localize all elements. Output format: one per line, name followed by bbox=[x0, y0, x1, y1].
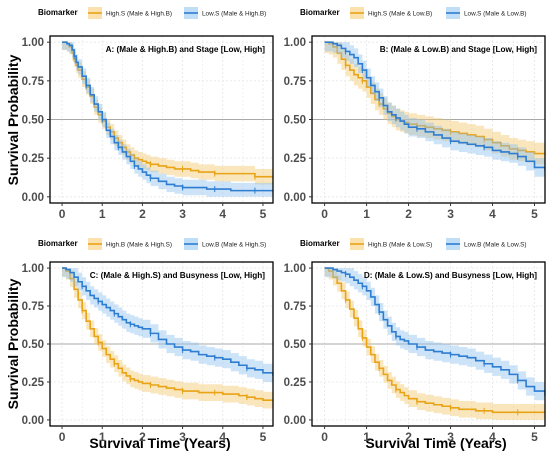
panel-2: C: (Male & High.S) and Busyness [Low, Hi… bbox=[22, 238, 274, 444]
y-tick-label: 0.25 bbox=[22, 377, 45, 389]
series-group bbox=[324, 267, 545, 420]
y-tick-label: 1.00 bbox=[22, 263, 44, 275]
y-tick-label: 1.00 bbox=[284, 263, 306, 275]
x-tick-label: 4 bbox=[219, 430, 226, 444]
x-tick-label: 3 bbox=[447, 430, 454, 444]
x-tick-label: 1 bbox=[363, 430, 370, 444]
panel-1: B: (Male & Low.B) and Stage [Low, High] 0… bbox=[284, 7, 546, 221]
survival-curve-blue bbox=[324, 41, 545, 171]
confidence-band-orange bbox=[62, 268, 273, 409]
confidence-band-orange bbox=[324, 268, 545, 420]
x-tick-label: 0 bbox=[321, 430, 328, 444]
confidence-band-orange bbox=[62, 42, 273, 185]
y-tick-label: 0.50 bbox=[22, 115, 44, 127]
x-tick-label: 2 bbox=[139, 207, 146, 221]
confidence-band-blue bbox=[62, 268, 273, 385]
panel-title: C: (Male & High.S) and Busyness [Low, Hi… bbox=[90, 271, 266, 280]
y-tick-label: 0.50 bbox=[22, 339, 44, 351]
series-group bbox=[324, 41, 545, 180]
survival-curve-blue bbox=[324, 267, 545, 396]
panel-3: D: (Male & Low.S) and Busyness [Low, Hig… bbox=[284, 238, 546, 444]
x-tick-label: 3 bbox=[179, 430, 186, 444]
x-tick-label: 1 bbox=[99, 207, 106, 221]
panels: A: (Male & High.B) and Stage [Low, High]… bbox=[22, 7, 546, 444]
y-axis-title-bottom: Survival Probability bbox=[5, 278, 21, 409]
confidence-band-blue bbox=[324, 42, 545, 180]
y-tick-label: 0.00 bbox=[22, 415, 44, 427]
x-tick-label: 3 bbox=[179, 207, 186, 221]
legend-title: Biomarker bbox=[300, 8, 340, 17]
y-tick-label: 0.50 bbox=[284, 339, 306, 351]
series-group bbox=[62, 267, 273, 409]
legend: Biomarker High.S (Male & Low.B) Low.S (Mal… bbox=[300, 7, 527, 19]
panel-title: A: (Male & High.B) and Stage [Low, High] bbox=[106, 45, 266, 54]
x-tick-label: 0 bbox=[321, 207, 328, 221]
y-tick-label: 0.25 bbox=[284, 377, 307, 389]
legend-item-label: High.S (Male & High.B) bbox=[106, 11, 172, 18]
legend-item-label: Low.S (Male & High.B) bbox=[202, 11, 266, 18]
y-tick-label: 0.25 bbox=[22, 153, 45, 165]
legend: Biomarker High.B (Male & Low.S) Low.B (Mal… bbox=[300, 238, 527, 250]
series-group bbox=[62, 41, 273, 197]
y-tick-label: 0.75 bbox=[284, 76, 307, 88]
legend-title: Biomarker bbox=[300, 239, 340, 248]
legend: Biomarker High.B (Male & High.S) Low.B (Ma… bbox=[38, 238, 266, 250]
x-tick-label: 5 bbox=[260, 207, 267, 221]
survival-curve-orange bbox=[324, 267, 545, 414]
legend: Biomarker High.S (Male & High.B) Low.S (Ma… bbox=[38, 7, 266, 19]
legend-item-label: Low.S (Male & Low.B) bbox=[464, 11, 527, 18]
y-tick-label: 0.00 bbox=[22, 192, 44, 204]
survival-curve-blue bbox=[62, 41, 273, 192]
y-tick-label: 1.00 bbox=[22, 37, 44, 49]
y-tick-label: 0.75 bbox=[284, 301, 307, 313]
x-axis-title-right: Survival Time (Years) bbox=[365, 435, 506, 451]
x-tick-label: 2 bbox=[405, 207, 412, 221]
x-tick-label: 5 bbox=[260, 430, 267, 444]
y-tick-label: 0.50 bbox=[284, 115, 306, 127]
y-tick-label: 0.00 bbox=[284, 415, 306, 427]
x-tick-label: 5 bbox=[531, 207, 538, 221]
y-tick-label: 0.75 bbox=[22, 301, 45, 313]
panel-title: B: (Male & Low.B) and Stage [Low, High] bbox=[380, 45, 537, 54]
x-tick-label: 0 bbox=[59, 207, 66, 221]
x-tick-label: 4 bbox=[489, 207, 496, 221]
panel-title: D: (Male & Low.S) and Busyness [Low, Hig… bbox=[364, 271, 537, 280]
legend-title: Biomarker bbox=[38, 239, 78, 248]
confidence-band-blue bbox=[324, 268, 545, 405]
legend-title: Biomarker bbox=[38, 8, 78, 17]
y-tick-label: 0.00 bbox=[284, 192, 306, 204]
legend-item-label: Low.B (Male & Low.S) bbox=[464, 242, 527, 249]
y-tick-label: 1.00 bbox=[284, 37, 306, 49]
y-tick-label: 0.25 bbox=[284, 153, 307, 165]
x-tick-label: 3 bbox=[447, 207, 454, 221]
x-tick-label: 4 bbox=[489, 430, 496, 444]
x-tick-label: 2 bbox=[139, 430, 146, 444]
survival-curve-blue bbox=[62, 267, 273, 376]
x-tick-label: 1 bbox=[99, 430, 106, 444]
y-tick-label: 0.75 bbox=[22, 76, 45, 88]
legend-item-label: High.B (Male & High.S) bbox=[106, 242, 172, 249]
x-tick-label: 5 bbox=[531, 430, 538, 444]
x-tick-label: 2 bbox=[405, 430, 412, 444]
x-tick-label: 0 bbox=[59, 430, 66, 444]
legend-item-label: Low.B (Male & High.S) bbox=[202, 242, 266, 249]
panel-0: A: (Male & High.B) and Stage [Low, High]… bbox=[22, 7, 274, 221]
x-axis-title-left: Survival Time (Years) bbox=[89, 435, 230, 451]
x-tick-label: 1 bbox=[363, 207, 370, 221]
y-axis-title-top: Survival Probability bbox=[5, 54, 21, 185]
x-tick-label: 4 bbox=[219, 207, 226, 221]
legend-item-label: High.S (Male & Low.B) bbox=[368, 11, 432, 18]
confidence-band-orange bbox=[324, 42, 545, 165]
legend-item-label: High.B (Male & Low.S) bbox=[368, 242, 432, 249]
